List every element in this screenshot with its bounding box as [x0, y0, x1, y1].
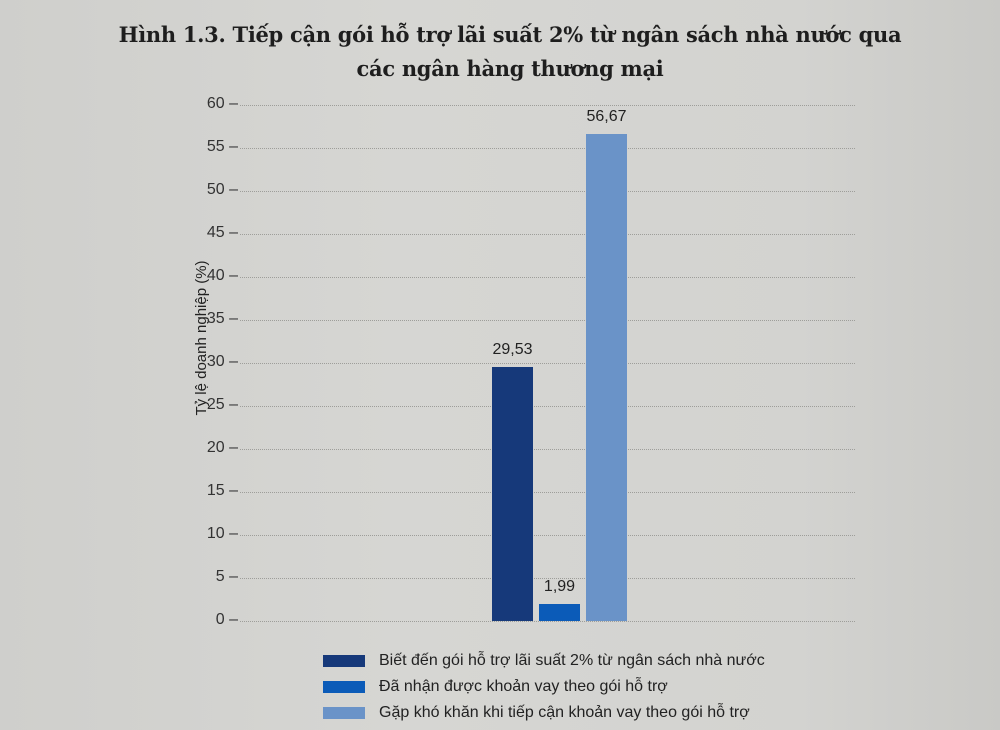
legend-swatch [323, 681, 365, 693]
gridline [240, 363, 855, 364]
legend-item: Biết đến gói hỗ trợ lãi suất 2% từ ngân … [323, 648, 765, 674]
gridline [240, 578, 855, 579]
chart-title-line-2: các ngân hàng thương mại [356, 56, 664, 81]
legend-swatch [323, 655, 365, 667]
y-tick-label: 45 – [206, 224, 238, 241]
bar-series-3 [586, 133, 627, 621]
bar-series-1 [492, 367, 533, 621]
legend-item: Đã nhận được khoản vay theo gói hỗ trợ [323, 674, 765, 700]
gridline [240, 320, 855, 321]
y-tick-label: 25 – [206, 396, 238, 413]
bar-value-label: 56,67 [586, 107, 627, 125]
legend-label: Đã nhận được khoản vay theo gói hỗ trợ [379, 678, 668, 695]
gridline [240, 105, 855, 106]
y-tick-label: 5 – [215, 568, 238, 585]
y-tick-label: 10 – [206, 525, 238, 542]
y-tick-label: 15 – [206, 482, 238, 499]
gridline [240, 621, 855, 622]
legend-label: Gặp khó khăn khi tiếp cận khoản vay theo… [379, 704, 750, 721]
y-tick-label: 50 – [206, 181, 238, 198]
gridline [240, 406, 855, 407]
gridline [240, 234, 855, 235]
gridline [240, 535, 855, 536]
legend: Biết đến gói hỗ trợ lãi suất 2% từ ngân … [323, 648, 765, 726]
y-tick-label: 20 – [206, 439, 238, 456]
bar-value-label: 1,99 [543, 577, 576, 595]
gridline [240, 191, 855, 192]
gridline [240, 492, 855, 493]
y-tick-label: 55 – [206, 138, 238, 155]
bar-series-2 [539, 603, 580, 621]
y-tick-label: 60 – [206, 95, 238, 112]
y-tick-label: 35 – [206, 310, 238, 327]
legend-label: Biết đến gói hỗ trợ lãi suất 2% từ ngân … [379, 652, 765, 669]
bar-value-label: 29,53 [492, 341, 533, 359]
gridline [240, 277, 855, 278]
chart-title: Hình 1.3. Tiếp cận gói hỗ trợ lãi suất 2… [100, 18, 920, 86]
y-tick-label: 0 – [215, 611, 238, 628]
legend-item: Gặp khó khăn khi tiếp cận khoản vay theo… [323, 700, 765, 726]
chart-title-line-1: Hình 1.3. Tiếp cận gói hỗ trợ lãi suất 2… [118, 22, 902, 47]
gridline [240, 449, 855, 450]
legend-swatch [323, 707, 365, 719]
y-tick-label: 40 – [206, 267, 238, 284]
gridline [240, 148, 855, 149]
y-tick-label: 30 – [206, 353, 238, 370]
